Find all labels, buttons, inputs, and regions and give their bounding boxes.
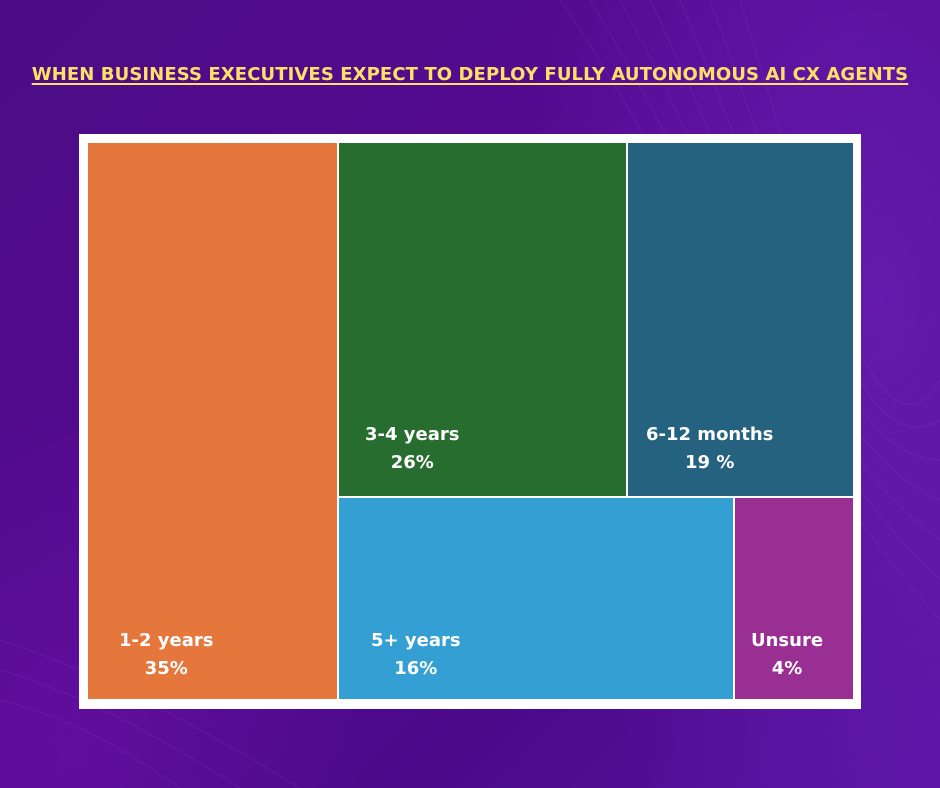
treemap-frame: 1-2 years 35% 3-4 years 26% 6-12 months 19 % 5… xyxy=(79,134,861,709)
treemap-value-6-12-months: 19 % xyxy=(685,452,734,473)
treemap-value-unsure: 4% xyxy=(772,658,803,679)
treemap-rect-unsure xyxy=(735,498,853,699)
treemap-rect-1-2-years xyxy=(88,143,337,699)
treemap-rect-3-4-years xyxy=(339,143,626,496)
treemap-label-3-4-years: 3-4 years xyxy=(365,424,459,445)
treemap-cell-6-12-months: 6-12 months 19 % xyxy=(628,143,853,496)
treemap-rect-6-12-months xyxy=(628,143,853,496)
treemap-rect-5-plus-years xyxy=(339,498,733,699)
treemap-value-3-4-years: 26% xyxy=(391,452,434,473)
treemap-cell-3-4-years: 3-4 years 26% xyxy=(339,143,626,496)
treemap-cell-1-2-years: 1-2 years 35% xyxy=(88,143,337,699)
treemap-value-5-plus-years: 16% xyxy=(394,658,437,679)
treemap: 1-2 years 35% 3-4 years 26% 6-12 months 19 % 5… xyxy=(88,143,853,699)
treemap-cell-5-plus-years: 5+ years 16% xyxy=(339,498,733,699)
treemap-label-6-12-months: 6-12 months xyxy=(646,424,773,445)
treemap-value-1-2-years: 35% xyxy=(145,658,188,679)
treemap-label-1-2-years: 1-2 years xyxy=(119,630,213,651)
treemap-cell-unsure: Unsure 4% xyxy=(735,498,853,699)
treemap-label-unsure: Unsure xyxy=(751,630,823,651)
treemap-label-5-plus-years: 5+ years xyxy=(371,630,461,651)
chart-title: WHEN BUSINESS EXECUTIVES EXPECT TO DEPLO… xyxy=(31,64,909,85)
